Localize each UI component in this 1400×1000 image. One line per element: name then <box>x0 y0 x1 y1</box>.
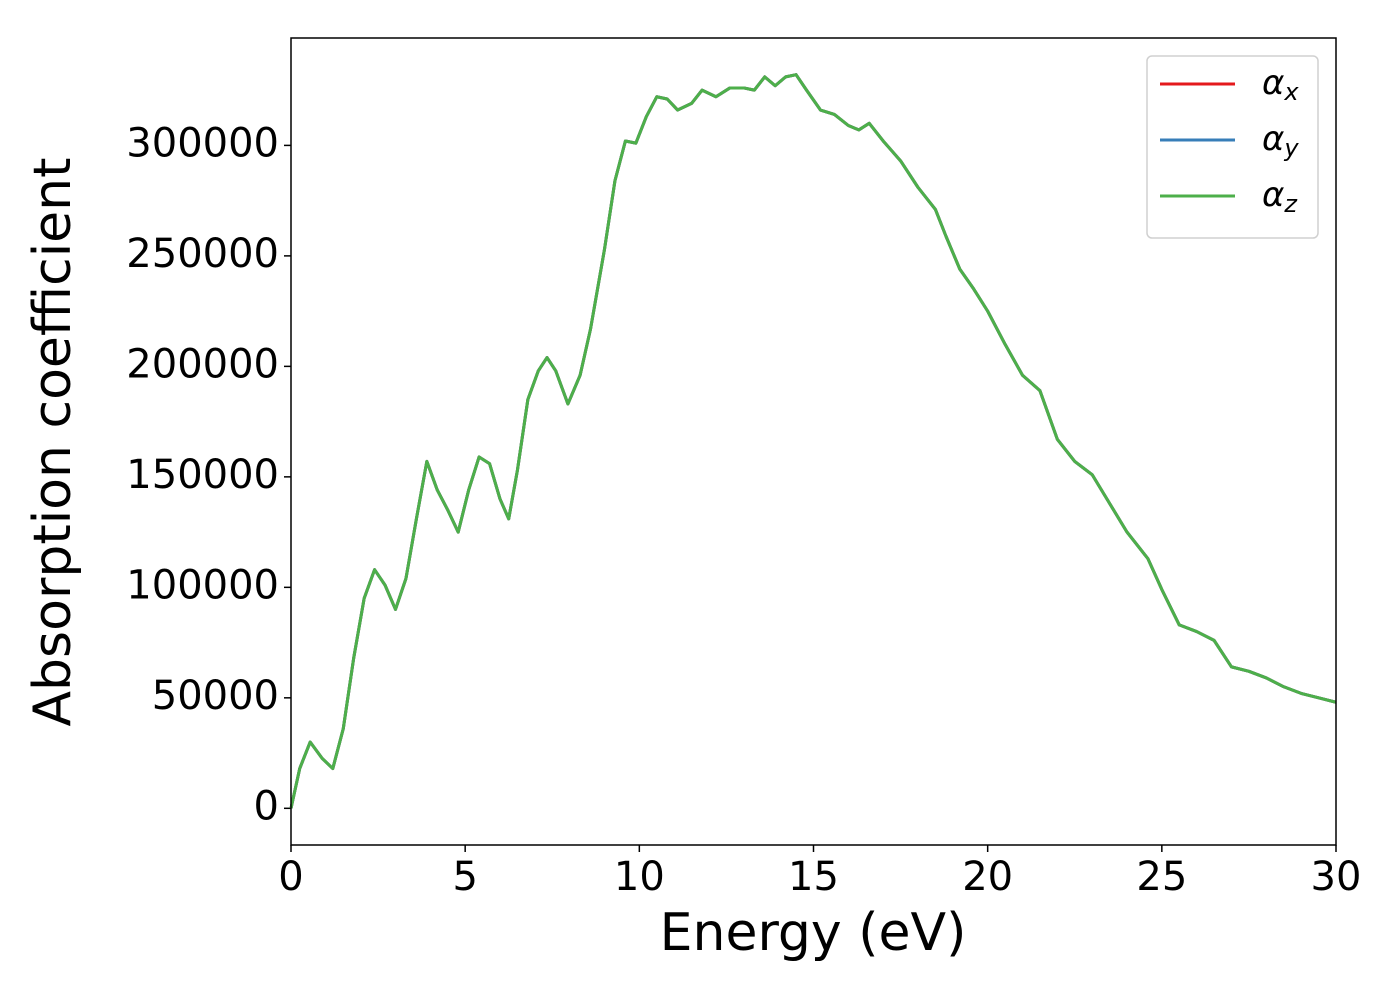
y-tick-label: 100000 <box>126 562 279 608</box>
y-tick-label: 0 <box>254 783 279 829</box>
x-tick-label: 0 <box>278 854 303 900</box>
y-tick-label: 150000 <box>126 452 279 498</box>
x-tick-label: 10 <box>614 854 665 900</box>
x-tick-label: 25 <box>1136 854 1187 900</box>
y-tick-label: 250000 <box>126 231 279 277</box>
legend-label: αx <box>1262 63 1299 107</box>
y-tick-label: 300000 <box>126 120 279 166</box>
x-tick-label: 30 <box>1311 854 1362 900</box>
x-axis-label: Energy (eV) <box>660 903 967 963</box>
data-line <box>289 73 1337 809</box>
y-tick-label: 200000 <box>126 341 279 387</box>
x-tick-label: 20 <box>962 854 1013 900</box>
x-tick-label: 5 <box>452 854 477 900</box>
y-tick-label: 50000 <box>152 673 279 719</box>
legend-box <box>1146 55 1319 239</box>
legend-label: αz <box>1262 175 1298 219</box>
legend-label: αy <box>1262 119 1299 163</box>
x-tick-label: 15 <box>788 854 839 900</box>
y-axis-label: Absorption coefficient <box>23 157 83 726</box>
plot-frame <box>290 37 1337 846</box>
